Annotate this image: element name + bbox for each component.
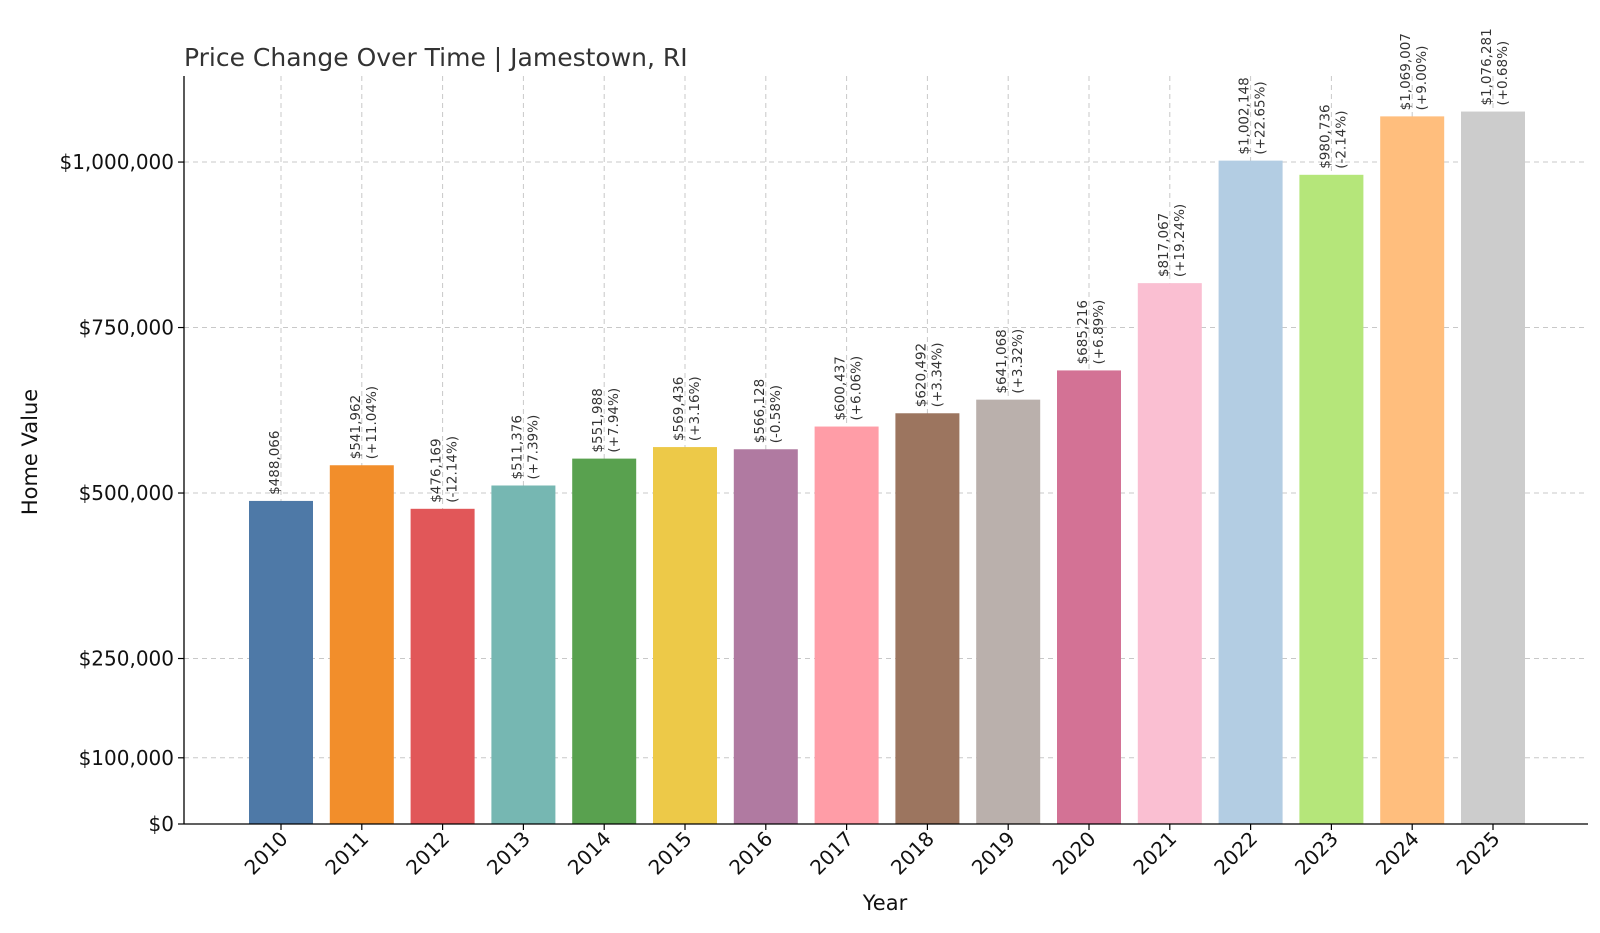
y-tick-label: $0 bbox=[149, 812, 174, 836]
x-tick-label: 2019 bbox=[967, 827, 1020, 880]
x-tick-label: 2022 bbox=[1209, 827, 1262, 880]
grid-lines bbox=[184, 76, 1588, 825]
bar-change-label: (+6.06%) bbox=[849, 356, 865, 421]
bar-change-label: (-0.58%) bbox=[768, 385, 784, 443]
bar-2018 bbox=[895, 413, 960, 824]
bar-2012 bbox=[410, 508, 475, 824]
bar-value-label: $685,216 bbox=[1075, 300, 1091, 364]
bar-2021 bbox=[1137, 283, 1202, 824]
y-ticks: $0 $100,000 $250,000 $500,000 $750,000 $1,000… bbox=[59, 150, 184, 836]
bar-change-label: (-12.14%) bbox=[445, 436, 461, 503]
bar-change-label: (+11.04%) bbox=[364, 386, 380, 459]
bar-2016 bbox=[733, 449, 798, 824]
bar-2025 bbox=[1461, 111, 1525, 824]
x-tick-label: 2018 bbox=[886, 827, 939, 880]
bar-value-label: $551,988 bbox=[590, 388, 606, 452]
bar-value-label: $1,002,148 bbox=[1237, 77, 1253, 154]
x-tick-label: 2012 bbox=[401, 827, 454, 880]
bar-value-label: $488,066 bbox=[267, 431, 283, 495]
x-tick-label: 2013 bbox=[482, 827, 535, 880]
bar-value-label: $541,962 bbox=[348, 395, 364, 459]
bar-value-label: $511,376 bbox=[509, 415, 525, 479]
y-tick-label: $500,000 bbox=[79, 481, 174, 505]
bar-change-label: (+7.39%) bbox=[525, 415, 541, 480]
bar-2010 bbox=[249, 500, 313, 824]
bar-2020 bbox=[1057, 370, 1121, 824]
bar-change-label: (+22.65%) bbox=[1253, 81, 1269, 154]
bar-value-label: $817,067 bbox=[1156, 213, 1172, 277]
bar-2011 bbox=[329, 465, 394, 824]
x-tick-label: 2011 bbox=[320, 827, 373, 880]
bar-value-label: $620,492 bbox=[913, 343, 929, 407]
bar-value-label: $641,068 bbox=[994, 329, 1010, 393]
x-axis-label: Year bbox=[862, 891, 908, 915]
bar-change-label: (+3.16%) bbox=[687, 376, 703, 441]
x-tick-label: 2016 bbox=[724, 827, 777, 880]
bar-2022 bbox=[1218, 160, 1283, 825]
bar-change-label: (+3.32%) bbox=[1010, 329, 1026, 394]
bar-2015 bbox=[653, 447, 717, 824]
bar-change-label: (+9.00%) bbox=[1414, 46, 1430, 111]
bar-2019 bbox=[976, 399, 1041, 824]
x-tick-label: 2017 bbox=[805, 827, 858, 880]
x-tick-label: 2020 bbox=[1048, 827, 1101, 880]
bar-value-label: $980,736 bbox=[1317, 104, 1333, 168]
y-axis-label: Home Value bbox=[18, 389, 42, 515]
bar-change-label: (+3.34%) bbox=[929, 343, 945, 408]
axes bbox=[183, 76, 1588, 825]
bar-change-label: (+7.94%) bbox=[606, 388, 622, 453]
chart-title: Price Change Over Time | Jamestown, RI bbox=[184, 43, 688, 72]
y-tick-label: $250,000 bbox=[79, 647, 174, 671]
bar-change-label: (+6.89%) bbox=[1091, 300, 1107, 365]
x-tick-label: 2023 bbox=[1290, 827, 1343, 880]
bar-2014 bbox=[572, 458, 637, 824]
bar-value-label: $1,076,281 bbox=[1479, 28, 1495, 105]
x-tick-label: 2010 bbox=[240, 827, 293, 880]
bar-value-label: $569,436 bbox=[671, 377, 687, 441]
y-tick-label: $750,000 bbox=[79, 316, 174, 340]
x-tick-label: 2024 bbox=[1371, 827, 1424, 880]
bar-value-label: $1,069,007 bbox=[1398, 33, 1414, 110]
bar-change-label: (+19.24%) bbox=[1172, 204, 1188, 277]
bar-change-label: (+0.68%) bbox=[1495, 41, 1511, 106]
bar-value-label: $566,128 bbox=[752, 379, 768, 443]
y-tick-label: $100,000 bbox=[79, 746, 174, 770]
y-tick-label: $1,000,000 bbox=[59, 150, 174, 174]
bar-value-label: $600,437 bbox=[833, 356, 849, 420]
x-ticks: 2010 2011 2012 2013 2014 2015 2016 2017 2018 2019… bbox=[240, 824, 1505, 880]
x-tick-label: 2015 bbox=[644, 827, 697, 880]
x-tick-label: 2021 bbox=[1128, 827, 1181, 880]
bar-2013 bbox=[491, 485, 556, 824]
x-tick-label: 2025 bbox=[1452, 827, 1505, 880]
bar-value-label: $476,169 bbox=[429, 438, 445, 502]
bar-2017 bbox=[814, 426, 879, 824]
bar-2023 bbox=[1299, 174, 1364, 825]
bar-2024 bbox=[1380, 116, 1445, 824]
bar-change-label: (-2.14%) bbox=[1333, 111, 1349, 169]
bar-labels: $488,066 $541,962 (+11.04%) $476,169 (-12.14… bbox=[267, 28, 1511, 503]
bars bbox=[249, 111, 1525, 825]
x-tick-label: 2014 bbox=[563, 827, 616, 880]
